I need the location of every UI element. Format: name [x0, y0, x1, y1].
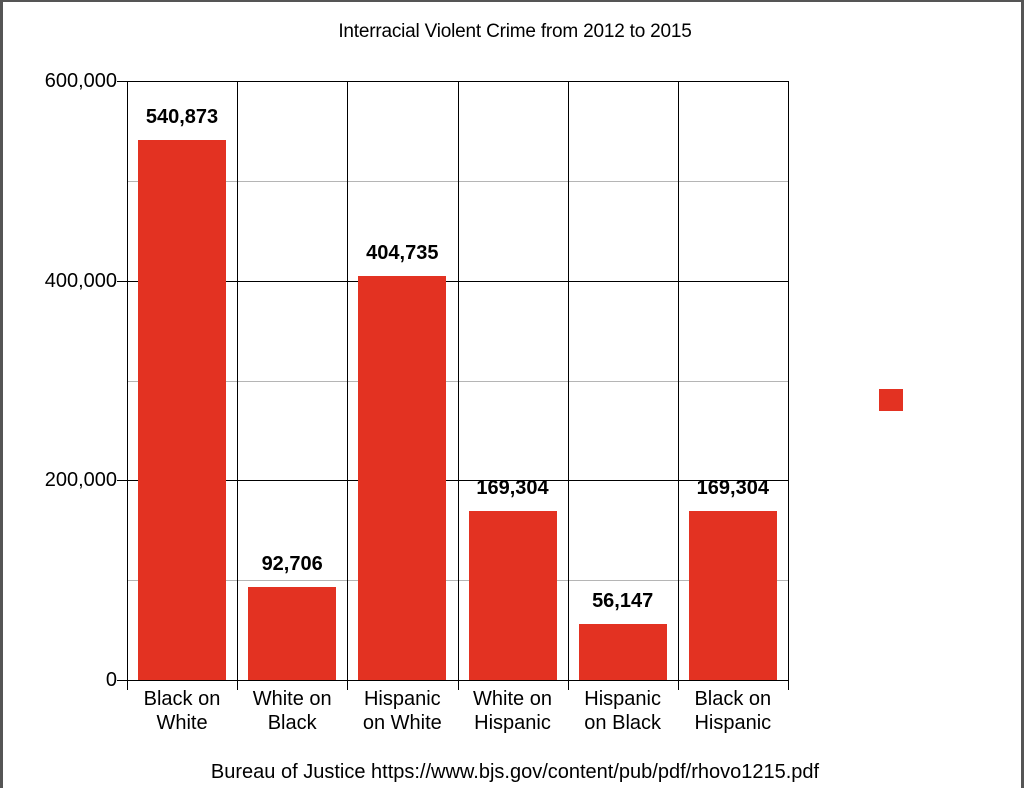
- bar-value-label: 56,147: [592, 589, 654, 612]
- legend-swatch: [879, 389, 903, 411]
- plot-area: 600,000 400,000 200,000 0 540,873 Black on Whi…: [45, 71, 789, 734]
- vertical-gridline: [127, 81, 128, 680]
- chart-title: Interracial Violent Crime from 2012 to 2…: [338, 21, 692, 42]
- category-label-line: Black: [267, 712, 317, 734]
- x-tick: [347, 680, 349, 690]
- y-tick: [117, 680, 127, 681]
- bar-value-label: 404,735: [366, 241, 439, 264]
- category-label-line: on White: [362, 712, 442, 734]
- x-tick: [127, 680, 128, 690]
- bar: [578, 623, 667, 680]
- bar: [688, 510, 777, 680]
- y-tick: [117, 81, 127, 82]
- category-label-line: White on: [252, 688, 332, 710]
- bar: [248, 587, 337, 680]
- vertical-gridline: [347, 81, 349, 680]
- category-label-line: on Black: [584, 712, 662, 734]
- category-label: Black on Hispanic: [678, 687, 788, 735]
- y-tick-label: 400,000: [44, 269, 117, 292]
- category-label-line: Hispanic: [363, 688, 441, 710]
- bar-value-label: 169,304: [476, 476, 549, 499]
- bar: [358, 275, 447, 680]
- y-tick-label: 200,000: [44, 469, 117, 492]
- x-tick: [677, 680, 679, 690]
- y-tick-label: 600,000: [44, 70, 117, 92]
- bar-value-label: 540,873: [145, 106, 219, 129]
- x-tick: [788, 680, 789, 690]
- category-label-line: White: [156, 712, 208, 734]
- category-label: Hispanic on Black: [568, 687, 678, 735]
- category-label-line: Hispanic: [474, 712, 551, 734]
- bar: [468, 510, 557, 680]
- x-tick: [567, 680, 569, 690]
- category-label-line: Hispanic: [694, 712, 772, 734]
- vertical-gridline: [457, 81, 459, 680]
- category-label: Hispanic on White: [347, 687, 457, 735]
- category-label-line: Hispanic: [584, 688, 661, 710]
- category-label: White on Black: [237, 687, 347, 735]
- category-label: White on Hispanic: [458, 687, 568, 735]
- vertical-gridline: [677, 81, 679, 680]
- category-label-line: White on: [473, 688, 552, 710]
- vertical-gridline: [788, 81, 789, 680]
- bar-value-label: 92,706: [261, 553, 323, 576]
- y-tick-label: 0: [105, 669, 117, 691]
- y-tick: [117, 480, 127, 482]
- category-label-line: Black on: [143, 688, 221, 710]
- y-tick: [117, 280, 127, 282]
- category-label-line: Black on: [694, 688, 772, 710]
- bar-value-label: 169,304: [696, 476, 769, 499]
- bar: [138, 140, 227, 680]
- x-tick: [237, 680, 239, 690]
- category-label: Black on White: [127, 687, 237, 735]
- x-tick: [457, 680, 459, 690]
- vertical-gridline: [237, 81, 239, 680]
- vertical-gridline: [567, 81, 569, 680]
- source-caption: Bureau of Justice https://www.bjs.gov/co…: [210, 761, 820, 783]
